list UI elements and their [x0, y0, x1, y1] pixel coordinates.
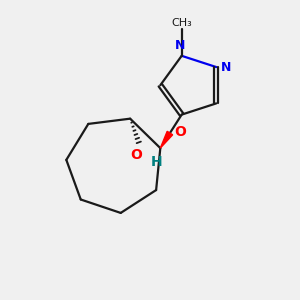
Text: O: O	[130, 148, 142, 162]
Text: N: N	[221, 61, 231, 74]
Text: O: O	[174, 124, 186, 139]
Text: CH₃: CH₃	[171, 18, 192, 28]
Polygon shape	[160, 131, 173, 148]
Text: N: N	[175, 39, 185, 52]
Text: H: H	[151, 155, 162, 169]
